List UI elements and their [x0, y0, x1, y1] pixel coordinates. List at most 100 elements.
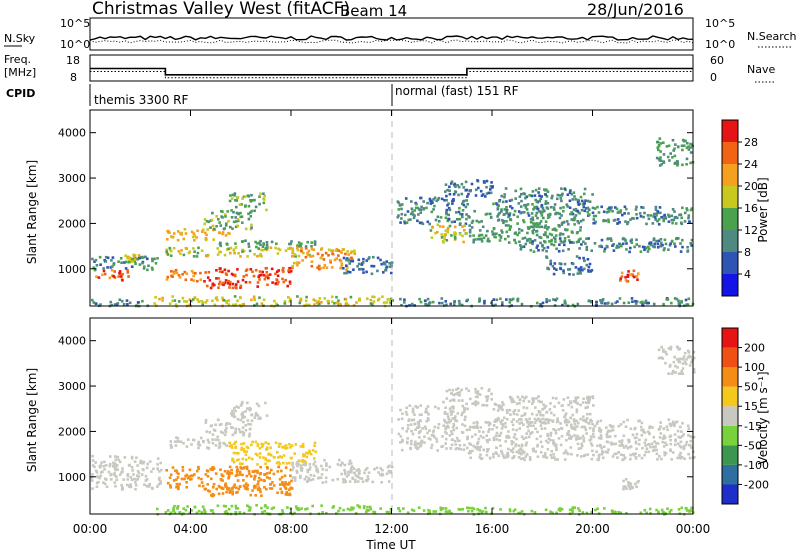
- velocity-cell: [680, 435, 684, 438]
- velocity-cell: [91, 464, 95, 467]
- velocity-cell: [213, 429, 217, 432]
- power-cell: [582, 203, 586, 207]
- power-cell: [522, 245, 526, 248]
- velocity-cell: [288, 493, 292, 497]
- velocity-colorbar-swatch: [722, 445, 738, 465]
- velocity-cell: [172, 507, 175, 510]
- power-cell: [536, 216, 539, 220]
- velocity-cell: [211, 509, 214, 512]
- velocity-cell: [527, 435, 531, 439]
- velocity-cell: [356, 504, 359, 507]
- velocity-cell: [662, 427, 665, 430]
- velocity-cell: [546, 447, 550, 451]
- velocity-cell: [522, 437, 525, 441]
- velocity-cell: [657, 428, 661, 431]
- velocity-cell: [670, 458, 673, 461]
- velocity-cell: [622, 457, 626, 461]
- power-cell: [520, 245, 524, 249]
- cpid-label: CPID: [6, 87, 35, 100]
- velocity-cell: [355, 469, 359, 472]
- power-cell: [237, 219, 240, 223]
- power-cell: [538, 194, 541, 197]
- power-cell: [513, 232, 517, 235]
- velocity-cell: [449, 399, 452, 403]
- power-cell: [567, 248, 570, 251]
- velocity-cell: [657, 356, 661, 360]
- velocity-cell: [637, 479, 640, 483]
- velocity-cell: [582, 440, 586, 443]
- velocity-cell: [663, 512, 667, 515]
- velocity-cell: [282, 454, 286, 457]
- power-cell: [441, 301, 444, 305]
- velocity-cell: [495, 452, 498, 455]
- velocity-cell: [103, 477, 107, 481]
- power-cell: [545, 249, 548, 253]
- power-cell: [197, 246, 200, 250]
- velocity-cell: [595, 450, 598, 453]
- velocity-cell: [582, 454, 586, 458]
- velocity-cell: [291, 463, 294, 467]
- velocity-cell: [500, 427, 504, 430]
- power-cell: [448, 192, 452, 196]
- velocity-cell: [649, 512, 652, 515]
- velocity-cell: [461, 404, 465, 408]
- velocity-cell: [469, 425, 472, 429]
- power-cell: [409, 218, 412, 221]
- velocity-cell: [265, 447, 269, 451]
- velocity-cell: [585, 432, 588, 435]
- velocity-cell: [325, 468, 328, 472]
- velocity-cell: [681, 421, 684, 425]
- power-cell: [616, 222, 619, 225]
- power-cell: [541, 207, 545, 210]
- power-cell: [526, 203, 530, 206]
- velocity-cell: [436, 426, 440, 430]
- velocity-cell: [305, 475, 308, 479]
- velocity-cell: [574, 419, 578, 423]
- velocity-cell: [414, 405, 417, 408]
- velocity-cell: [452, 422, 455, 426]
- power-cell: [479, 237, 483, 241]
- power-cell: [578, 268, 582, 271]
- nave-tick-low: 0: [710, 71, 717, 84]
- power-colorbar-tick: 8: [744, 246, 751, 259]
- velocity-cell: [428, 509, 431, 513]
- power-cell: [524, 206, 528, 209]
- power-cell: [563, 237, 567, 240]
- velocity-cell: [451, 398, 455, 401]
- velocity-cell: [655, 441, 658, 445]
- velocity-cell: [277, 461, 280, 464]
- velocity-cell: [312, 463, 315, 466]
- velocity-cell: [212, 493, 216, 497]
- power-cell: [265, 266, 268, 270]
- power-cell: [657, 157, 661, 161]
- power-cell: [676, 216, 679, 220]
- power-cell: [685, 163, 688, 166]
- power-cell: [239, 286, 242, 289]
- power-cell: [235, 286, 238, 290]
- velocity-cell: [577, 437, 580, 440]
- velocity-cell: [361, 480, 365, 483]
- power-cell: [649, 214, 653, 217]
- velocity-cell: [291, 468, 294, 472]
- power-cell: [508, 199, 512, 202]
- power-cell: [681, 138, 685, 142]
- power-cell: [226, 210, 229, 213]
- power-cell: [468, 216, 471, 219]
- velocity-cell: [448, 388, 451, 392]
- velocity-cell: [427, 413, 430, 416]
- power-cell: [662, 302, 665, 306]
- velocity-cell: [676, 366, 679, 369]
- velocity-cell: [305, 455, 309, 459]
- velocity-cell: [555, 511, 558, 515]
- power-cell: [547, 226, 550, 229]
- power-cell: [259, 239, 262, 243]
- power-cell: [500, 194, 503, 198]
- power-cell: [227, 219, 230, 223]
- velocity-cell: [625, 512, 628, 515]
- velocity-cell: [559, 443, 563, 447]
- power-cell: [260, 248, 263, 252]
- velocity-cell: [460, 388, 463, 392]
- power-cell: [531, 242, 534, 246]
- power-cell: [626, 222, 629, 226]
- power-cell: [502, 221, 505, 225]
